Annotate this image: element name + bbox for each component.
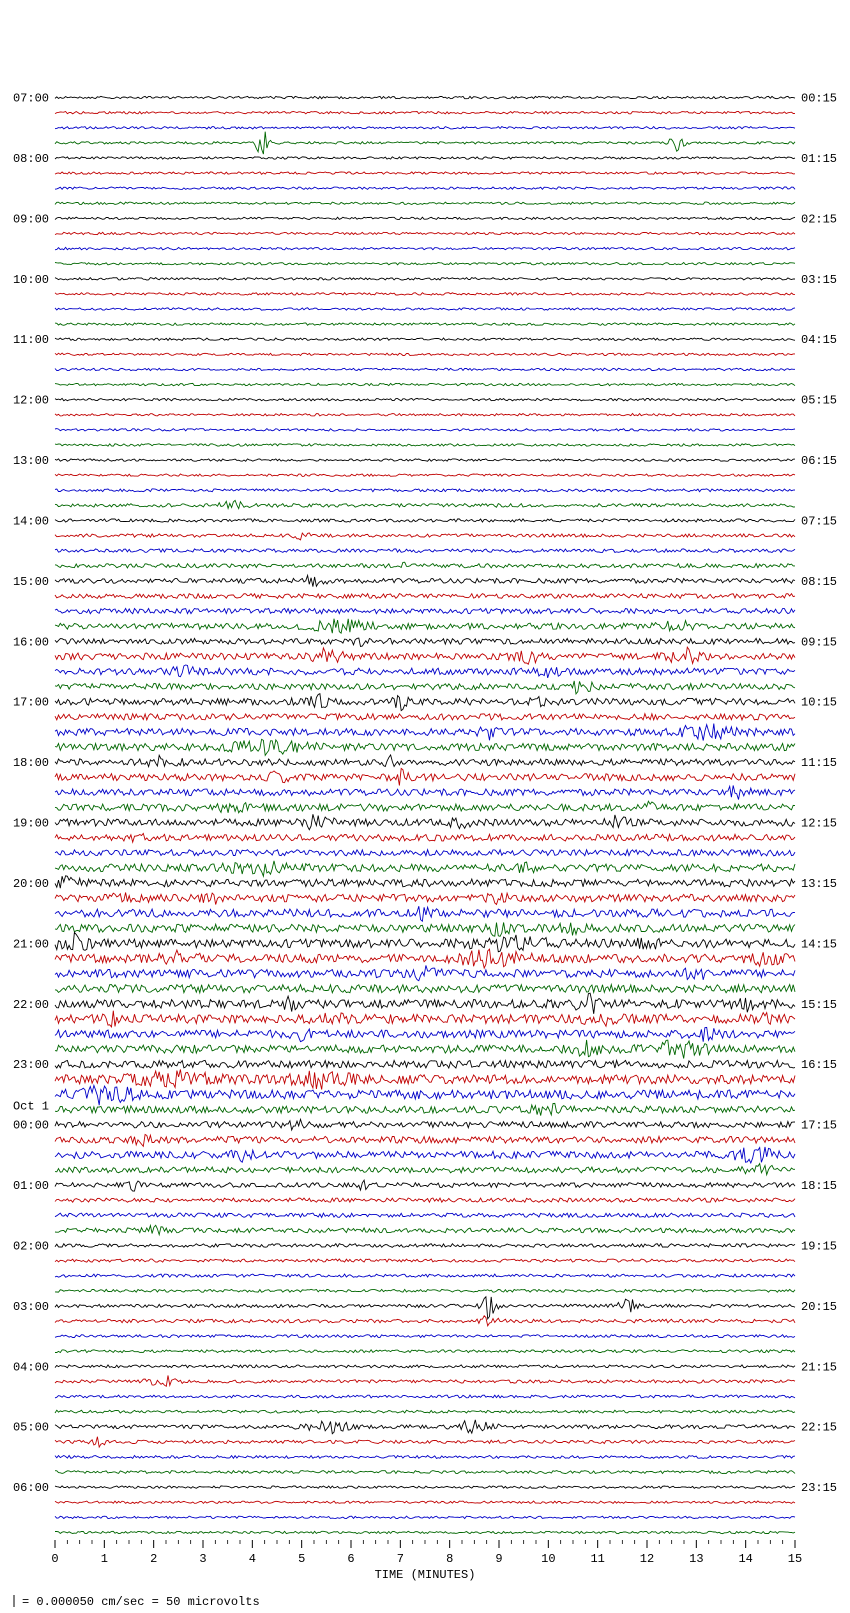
svg-text:15:15: 15:15 <box>801 998 837 1012</box>
svg-text:02:15: 02:15 <box>801 212 837 226</box>
svg-text:16:00: 16:00 <box>13 635 49 649</box>
svg-text:19:00: 19:00 <box>13 817 49 831</box>
svg-text:Oct 1: Oct 1 <box>13 1100 49 1114</box>
svg-text:23:00: 23:00 <box>13 1058 49 1072</box>
svg-text:07:15: 07:15 <box>801 514 837 528</box>
svg-text:23:15: 23:15 <box>801 1481 837 1495</box>
svg-text:3: 3 <box>199 1552 206 1566</box>
svg-text:05:15: 05:15 <box>801 394 837 408</box>
svg-text:16:15: 16:15 <box>801 1058 837 1072</box>
svg-text:19:15: 19:15 <box>801 1239 837 1253</box>
svg-text:21:00: 21:00 <box>13 937 49 951</box>
svg-text:02:00: 02:00 <box>13 1239 49 1253</box>
svg-text:11:00: 11:00 <box>13 333 49 347</box>
svg-text:10:15: 10:15 <box>801 696 837 710</box>
svg-text:18:00: 18:00 <box>13 756 49 770</box>
svg-text:10: 10 <box>541 1552 555 1566</box>
svg-text:22:00: 22:00 <box>13 998 49 1012</box>
svg-text:06:00: 06:00 <box>13 1481 49 1495</box>
svg-text:TIME (MINUTES): TIME (MINUTES) <box>375 1568 476 1582</box>
svg-text:10:00: 10:00 <box>13 273 49 287</box>
svg-text:00:15: 00:15 <box>801 92 837 106</box>
svg-text:6: 6 <box>347 1552 354 1566</box>
svg-text:05:00: 05:00 <box>13 1421 49 1435</box>
svg-text:13:15: 13:15 <box>801 877 837 891</box>
svg-text:20:00: 20:00 <box>13 877 49 891</box>
svg-text:4: 4 <box>249 1552 256 1566</box>
svg-text:17:15: 17:15 <box>801 1119 837 1133</box>
svg-text:08:15: 08:15 <box>801 575 837 589</box>
svg-text:08:00: 08:00 <box>13 152 49 166</box>
svg-text:03:00: 03:00 <box>13 1300 49 1314</box>
svg-text:12:00: 12:00 <box>13 394 49 408</box>
svg-text:17:00: 17:00 <box>13 696 49 710</box>
svg-text:11: 11 <box>590 1552 604 1566</box>
svg-text:14:15: 14:15 <box>801 937 837 951</box>
svg-text:= 0.000050 cm/sec = 50 mic: = 0.000050 cm/sec = 50 microvolts <box>22 1595 260 1609</box>
svg-text:12: 12 <box>640 1552 654 1566</box>
svg-text:0: 0 <box>51 1552 58 1566</box>
svg-text:8: 8 <box>446 1552 453 1566</box>
svg-text:15: 15 <box>788 1552 802 1566</box>
svg-text:07:00: 07:00 <box>13 92 49 106</box>
svg-text:04:00: 04:00 <box>13 1360 49 1374</box>
svg-text:06:15: 06:15 <box>801 454 837 468</box>
svg-text:1: 1 <box>101 1552 108 1566</box>
svg-text:09:15: 09:15 <box>801 635 837 649</box>
svg-text:22:15: 22:15 <box>801 1421 837 1435</box>
svg-text:15:00: 15:00 <box>13 575 49 589</box>
svg-text:01:15: 01:15 <box>801 152 837 166</box>
svg-text:03:15: 03:15 <box>801 273 837 287</box>
svg-text:7: 7 <box>397 1552 404 1566</box>
svg-text:14:00: 14:00 <box>13 514 49 528</box>
svg-text:20:15: 20:15 <box>801 1300 837 1314</box>
svg-text:01:00: 01:00 <box>13 1179 49 1193</box>
svg-text:12:15: 12:15 <box>801 817 837 831</box>
svg-text:14: 14 <box>738 1552 752 1566</box>
svg-text:5: 5 <box>298 1552 305 1566</box>
svg-text:9: 9 <box>495 1552 502 1566</box>
seismogram-helicorder: 07:00 00:15 08:00 01:15 09:00 02:15 10:00 03:15… <box>0 0 850 1613</box>
svg-text:09:00: 09:00 <box>13 212 49 226</box>
svg-text:21:15: 21:15 <box>801 1360 837 1374</box>
svg-text:2: 2 <box>150 1552 157 1566</box>
svg-text:18:15: 18:15 <box>801 1179 837 1193</box>
svg-text:00:00: 00:00 <box>13 1119 49 1133</box>
svg-text:11:15: 11:15 <box>801 756 837 770</box>
svg-text:04:15: 04:15 <box>801 333 837 347</box>
svg-text:13:00: 13:00 <box>13 454 49 468</box>
svg-text:13: 13 <box>689 1552 703 1566</box>
